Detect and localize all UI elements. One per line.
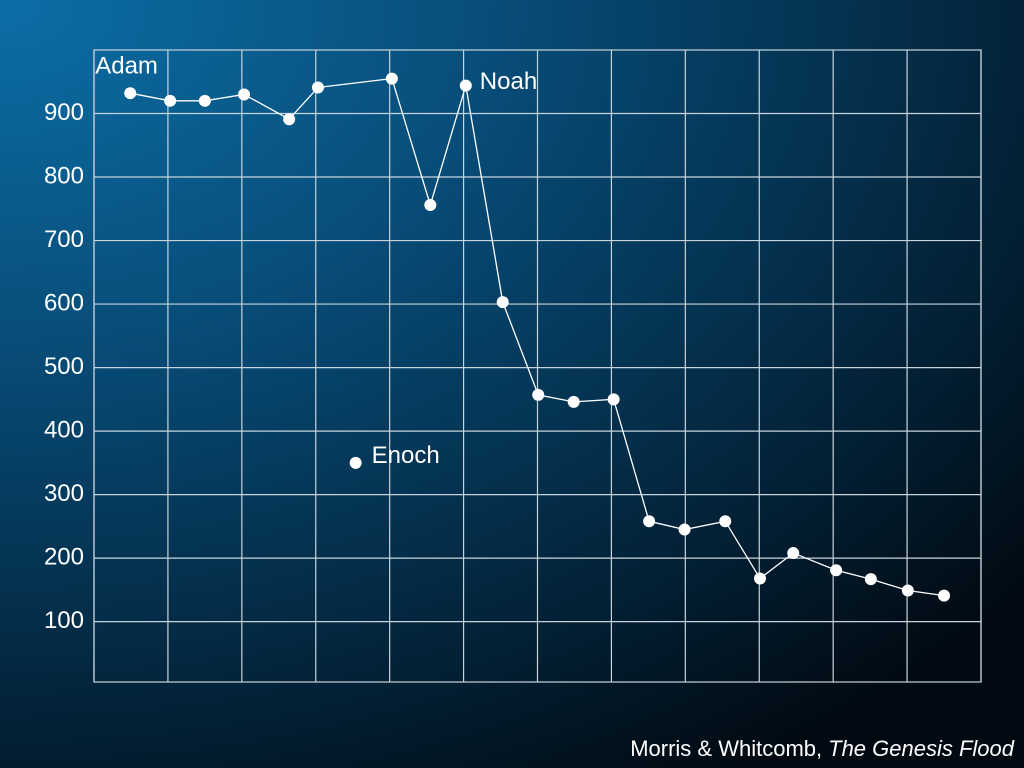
data-point [938, 589, 951, 602]
annotation: Adam [95, 53, 158, 80]
data-point [678, 523, 691, 536]
y-tick-label: 800 [44, 162, 84, 189]
data-point [164, 94, 177, 107]
annotation: Noah [480, 68, 537, 95]
y-tick-label: 500 [44, 353, 84, 380]
data-point [349, 456, 362, 469]
source-title: The Genesis Flood [828, 736, 1014, 761]
data-point [459, 79, 472, 92]
data-point [532, 388, 545, 401]
data-point [607, 393, 620, 406]
data-point [643, 515, 656, 528]
y-tick-label: 900 [44, 99, 84, 126]
data-point [753, 572, 766, 585]
data-point [864, 573, 877, 586]
y-tick-label: 300 [44, 480, 84, 507]
data-point [567, 395, 580, 408]
data-point [787, 547, 800, 560]
annotation: Enoch [372, 442, 440, 469]
data-point [238, 88, 251, 101]
y-tick-label: 600 [44, 289, 84, 316]
y-tick-label: 700 [44, 226, 84, 253]
y-tick-label: 200 [44, 543, 84, 570]
data-point [283, 113, 296, 126]
y-tick-label: 100 [44, 607, 84, 634]
data-point [198, 94, 211, 107]
data-point [124, 87, 137, 100]
source-authors: Morris & Whitcomb, [630, 736, 823, 761]
data-point [385, 72, 398, 85]
source: Morris & Whitcomb, The Genesis Flood [630, 736, 1014, 762]
data-point [901, 584, 914, 597]
data-point [311, 81, 324, 94]
y-tick-label: 400 [44, 416, 84, 443]
data-point [830, 564, 843, 577]
series-line [130, 77, 945, 597]
data-point [719, 515, 732, 528]
data-point [496, 296, 509, 309]
data-point [424, 198, 437, 211]
